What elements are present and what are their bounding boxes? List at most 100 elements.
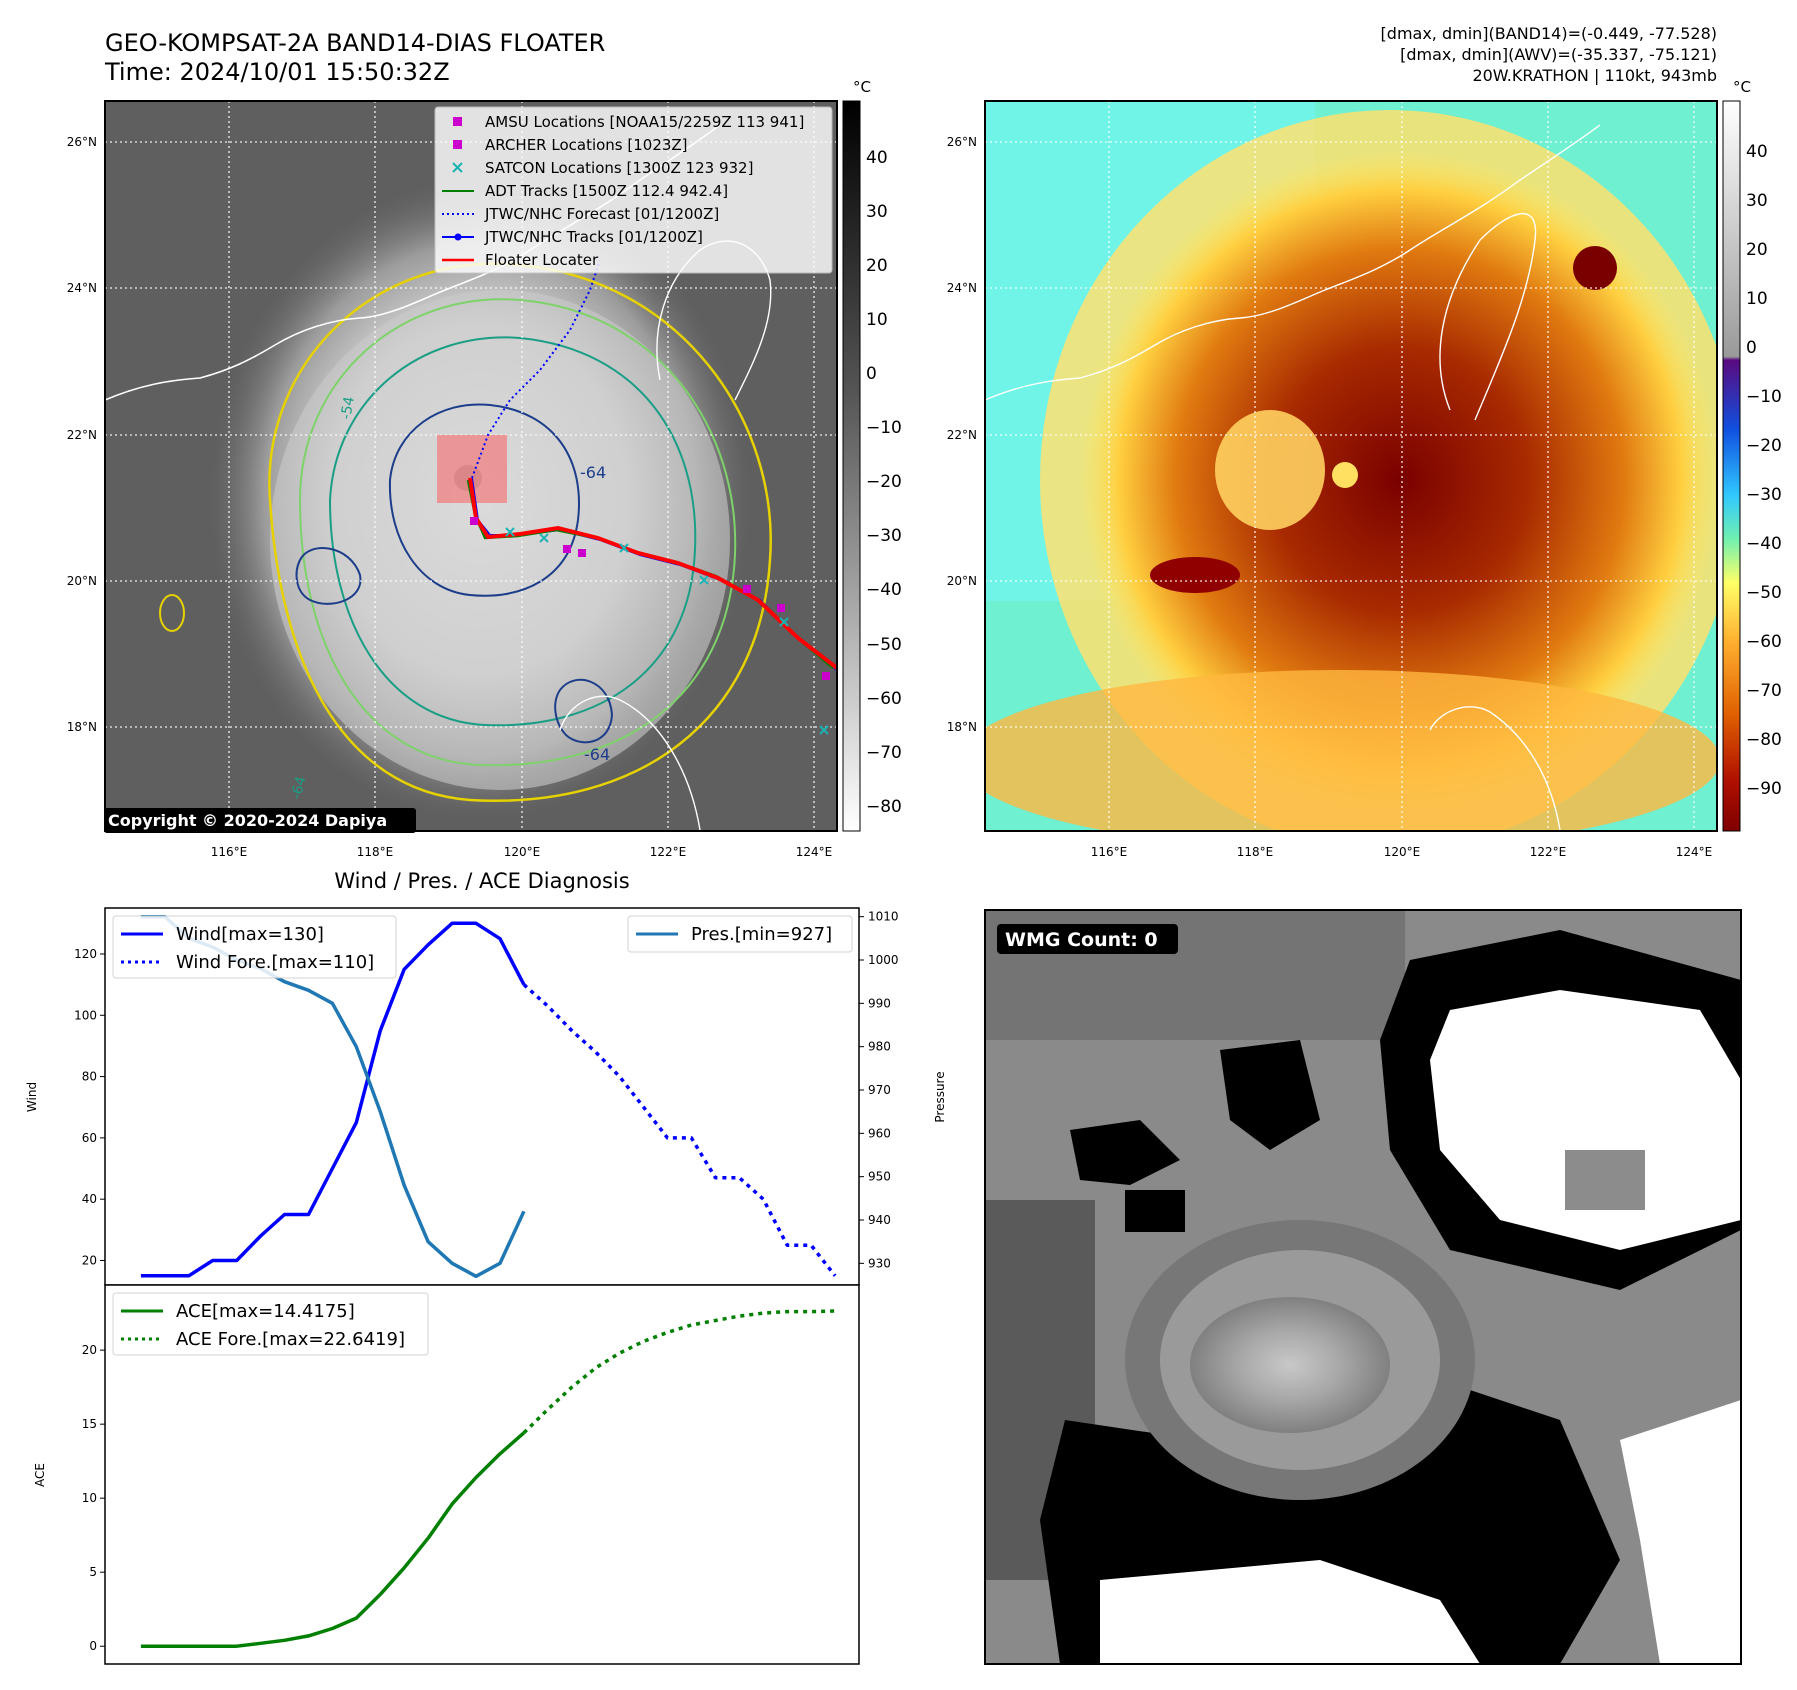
awv-range: [dmax, dmin](AWV)=(-35.337, -75.121) <box>1400 45 1717 64</box>
awv-cbar-30: 30 <box>1746 191 1768 211</box>
pres-y-ticks: 930 940 950 960 970 980 990 1000 1010 <box>859 910 899 1270</box>
awv-cbar-m40: −40 <box>1746 534 1782 554</box>
satcon-markers <box>505 527 829 735</box>
wind-tick-label: 60 <box>82 1131 97 1145</box>
awv-lat-26: 26°N <box>947 135 977 149</box>
diagnosis-panel: Wind / Pres. / ACE Diagnosis 20406080100… <box>25 869 947 1665</box>
ir-cbar-m10: −10 <box>866 418 902 438</box>
wind-fore-legend-label: Wind Fore.[max=110] <box>176 952 374 973</box>
wind-tick-label: 80 <box>82 1070 97 1084</box>
pres-tick-label: 950 <box>868 1170 891 1184</box>
ir-cbar-20: 20 <box>866 256 888 276</box>
wind-legend-label: Wind[max=130] <box>176 924 324 945</box>
ir-outer-band <box>270 290 730 790</box>
awv-lon-116: 116°E <box>1091 845 1128 859</box>
awv-colorbar-unit: °C <box>1733 78 1751 96</box>
series-wind-fore-max-110 <box>522 983 837 1277</box>
pres-tick-label: 1000 <box>868 953 899 967</box>
legend-forecast-label: JTWC/NHC Forecast [01/1200Z] <box>484 205 719 223</box>
series-ace-fore-max-22-6419 <box>522 1309 836 1435</box>
series-wind-max-130 <box>140 921 526 1278</box>
ir-lon-120: 120°E <box>504 845 541 859</box>
wmg-eye <box>1190 1297 1390 1433</box>
ace-tick-label: 15 <box>82 1417 97 1431</box>
legend-adt-label: ADT Tracks [1500Z 112.4 942.4] <box>485 182 728 200</box>
ace-axis-label: ACE <box>33 1463 47 1487</box>
pres-legend-label: Pres.[min=927] <box>691 924 832 945</box>
wmg-cold-cells-n <box>1070 1120 1180 1185</box>
awv-lon-124: 124°E <box>1676 845 1713 859</box>
ir-lat-labels: 26°N 24°N 22°N 20°N 18°N <box>67 135 97 734</box>
wmg-frame <box>984 909 1742 1665</box>
awv-lat-20: 20°N <box>947 574 977 588</box>
awv-lon-118: 118°E <box>1237 845 1274 859</box>
legend-archer-marker <box>453 140 462 149</box>
floater-track <box>468 477 837 670</box>
ir-cbar-m20: −20 <box>866 472 902 492</box>
awv-cbar-0: 0 <box>1746 338 1757 358</box>
wind-tick-label: 40 <box>82 1192 97 1206</box>
awv-coastline-luzon <box>1429 706 1561 831</box>
ir-lon-122: 122°E <box>650 845 687 859</box>
ir-cbar-30: 30 <box>866 202 888 222</box>
ir-lon-124: 124°E <box>796 845 833 859</box>
awv-cbar-m70: −70 <box>1746 681 1782 701</box>
contour-label-3: -54 <box>338 395 358 420</box>
ir-contour-lightgreen <box>298 298 737 767</box>
ir-lat-26: 26°N <box>67 135 97 149</box>
wmg-warm-region-ne <box>1430 990 1741 1250</box>
ace-series-group <box>140 1309 836 1648</box>
awv-cbar-m50: −50 <box>1746 583 1782 603</box>
awv-colorbar <box>1722 100 1741 832</box>
awv-lat-22: 22°N <box>947 428 977 442</box>
awv-storm-field <box>1080 150 1717 810</box>
legend-jtwc-dot <box>454 233 462 241</box>
awv-cell-ne <box>1573 246 1617 290</box>
ir-cbar-m60: −60 <box>866 689 902 709</box>
copyright-text: Copyright © 2020-2024 Dapiya <box>108 811 387 830</box>
wind-y-ticks: 20 40 60 80 100 120 <box>74 947 105 1267</box>
jtwc-forecast-track <box>471 259 601 479</box>
ir-contour-small <box>159 594 185 632</box>
awv-cbar-m10: −10 <box>1746 387 1782 407</box>
ace-tick-label: 5 <box>89 1565 97 1579</box>
ace-tick-label: 0 <box>89 1639 97 1653</box>
awv-eye <box>1332 462 1358 488</box>
wmg-panel: WMG Count: 0 <box>984 909 1742 1665</box>
figure-time: Time: 2024/10/01 15:50:32Z <box>104 58 450 86</box>
ir-lat-20: 20°N <box>67 574 97 588</box>
ir-contour-navy-2 <box>295 547 362 605</box>
ir-contour-navy <box>388 403 580 597</box>
awv-cell-w <box>1150 557 1240 593</box>
awv-lon-122: 122°E <box>1530 845 1567 859</box>
pres-tick-label: 930 <box>868 1256 891 1270</box>
band14-range: [dmax, dmin](BAND14)=(-0.449, -77.528) <box>1381 24 1717 43</box>
wind-legend-box <box>112 915 397 979</box>
wmg-count-label: WMG Count: 0 <box>1005 929 1158 951</box>
awv-south-band <box>985 670 1717 831</box>
ace-y-ticks: 0 5 10 15 20 <box>82 1343 105 1653</box>
ace-fore-legend-label: ACE Fore.[max=22.6419] <box>176 1329 405 1350</box>
wind-tick-label: 20 <box>82 1253 97 1267</box>
pres-tick-label: 940 <box>868 1213 891 1227</box>
legend-jtwc-label: JTWC/NHC Tracks [01/1200Z] <box>484 228 703 246</box>
awv-dry-slot <box>1215 410 1325 530</box>
storm-info: 20W.KRATHON | 110kt, 943mb <box>1472 66 1717 85</box>
wmg-gray-patch-ne <box>1565 1150 1645 1210</box>
awv-lon-120: 120°E <box>1384 845 1421 859</box>
wmg-warm-region-s <box>1100 1560 1480 1664</box>
wmg-warm-region-se <box>1620 1400 1741 1664</box>
ir-cbar-m80: −80 <box>866 797 902 817</box>
wmg-cold-cells-n2 <box>1220 1040 1320 1150</box>
awv-coastline-taiwan <box>1439 212 1537 421</box>
legend-box <box>434 106 833 274</box>
contour-label-4: -64 <box>288 775 309 801</box>
pres-tick-label: 1010 <box>868 910 899 924</box>
ir-map-panel: -64 -64 -54 -64 AMSU Locations [NOAA15/2… <box>67 78 902 859</box>
legend-amsu-label: AMSU Locations [NOAA15/2259Z 113 941] <box>485 113 804 131</box>
legend-satcon-label: SATCON Locations [1300Z 123 932] <box>485 159 753 177</box>
ir-map-frame <box>104 100 838 832</box>
ir-contour-navy-3 <box>554 678 614 744</box>
ir-contour-teal <box>328 336 697 727</box>
